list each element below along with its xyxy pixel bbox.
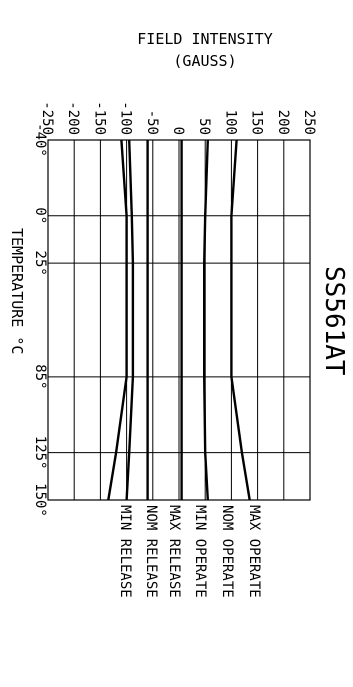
series-lines [107,139,251,501]
series-label-nom-operate: NOM OPERATE [219,505,235,598]
gridlines-field [47,140,311,500]
field-tick-label: 150 [249,110,265,135]
temperature-tick-label: -40° [32,123,48,157]
field-axis-label-line1: FIELD INTENSITY [137,30,272,48]
field-tick-label: -250 [39,101,55,135]
temperature-tick-label: 150° [32,483,48,517]
field-tick-label: 100 [222,110,238,135]
temperature-tick-label: 25° [32,251,48,276]
temperature-tick-label: 0° [32,207,48,224]
gridlines-temperature [48,139,310,501]
series-label-max-operate: MAX OPERATE [246,505,262,598]
field-tick-label: -200 [65,101,81,135]
field-tick-label: 250 [301,110,317,135]
series-labels: MIN RELEASE NOM RELEASE MAX RELEASE MIN OPE… [117,505,262,598]
series-line-nom-operate [202,139,209,501]
series-label-min-release: MIN RELEASE [117,505,133,598]
field-tick-label: -50 [144,110,160,135]
field-tick-label: 0 [170,127,186,135]
field-tick-label: 50 [196,118,212,135]
temperature-tick-labels: -40° 0° 25° 85° 125° 150° [32,123,48,517]
temperature-axis-label: TEMPERATURE °C [8,228,26,354]
chart-title: SS561AT [319,266,349,376]
field-axis-label-line2: (GAUSS) [173,52,236,70]
series-label-max-release: MAX RELEASE [166,505,182,598]
temperature-tick-label: 125° [32,436,48,470]
field-tick-label: -150 [91,101,107,135]
field-tick-label: 200 [275,110,291,135]
series-line-min-release [107,139,128,501]
series-line-nom-release [125,139,135,501]
series-label-min-operate: MIN OPERATE [192,505,208,598]
field-tick-labels: -250 -200 -150 -100 -50 0 50 100 150 200 250 [39,101,317,135]
series-line-max-operate [230,139,251,501]
field-tick-label: -100 [118,101,134,135]
series-label-nom-release: NOM RELEASE [143,505,159,598]
temperature-tick-label: 85° [32,364,48,389]
